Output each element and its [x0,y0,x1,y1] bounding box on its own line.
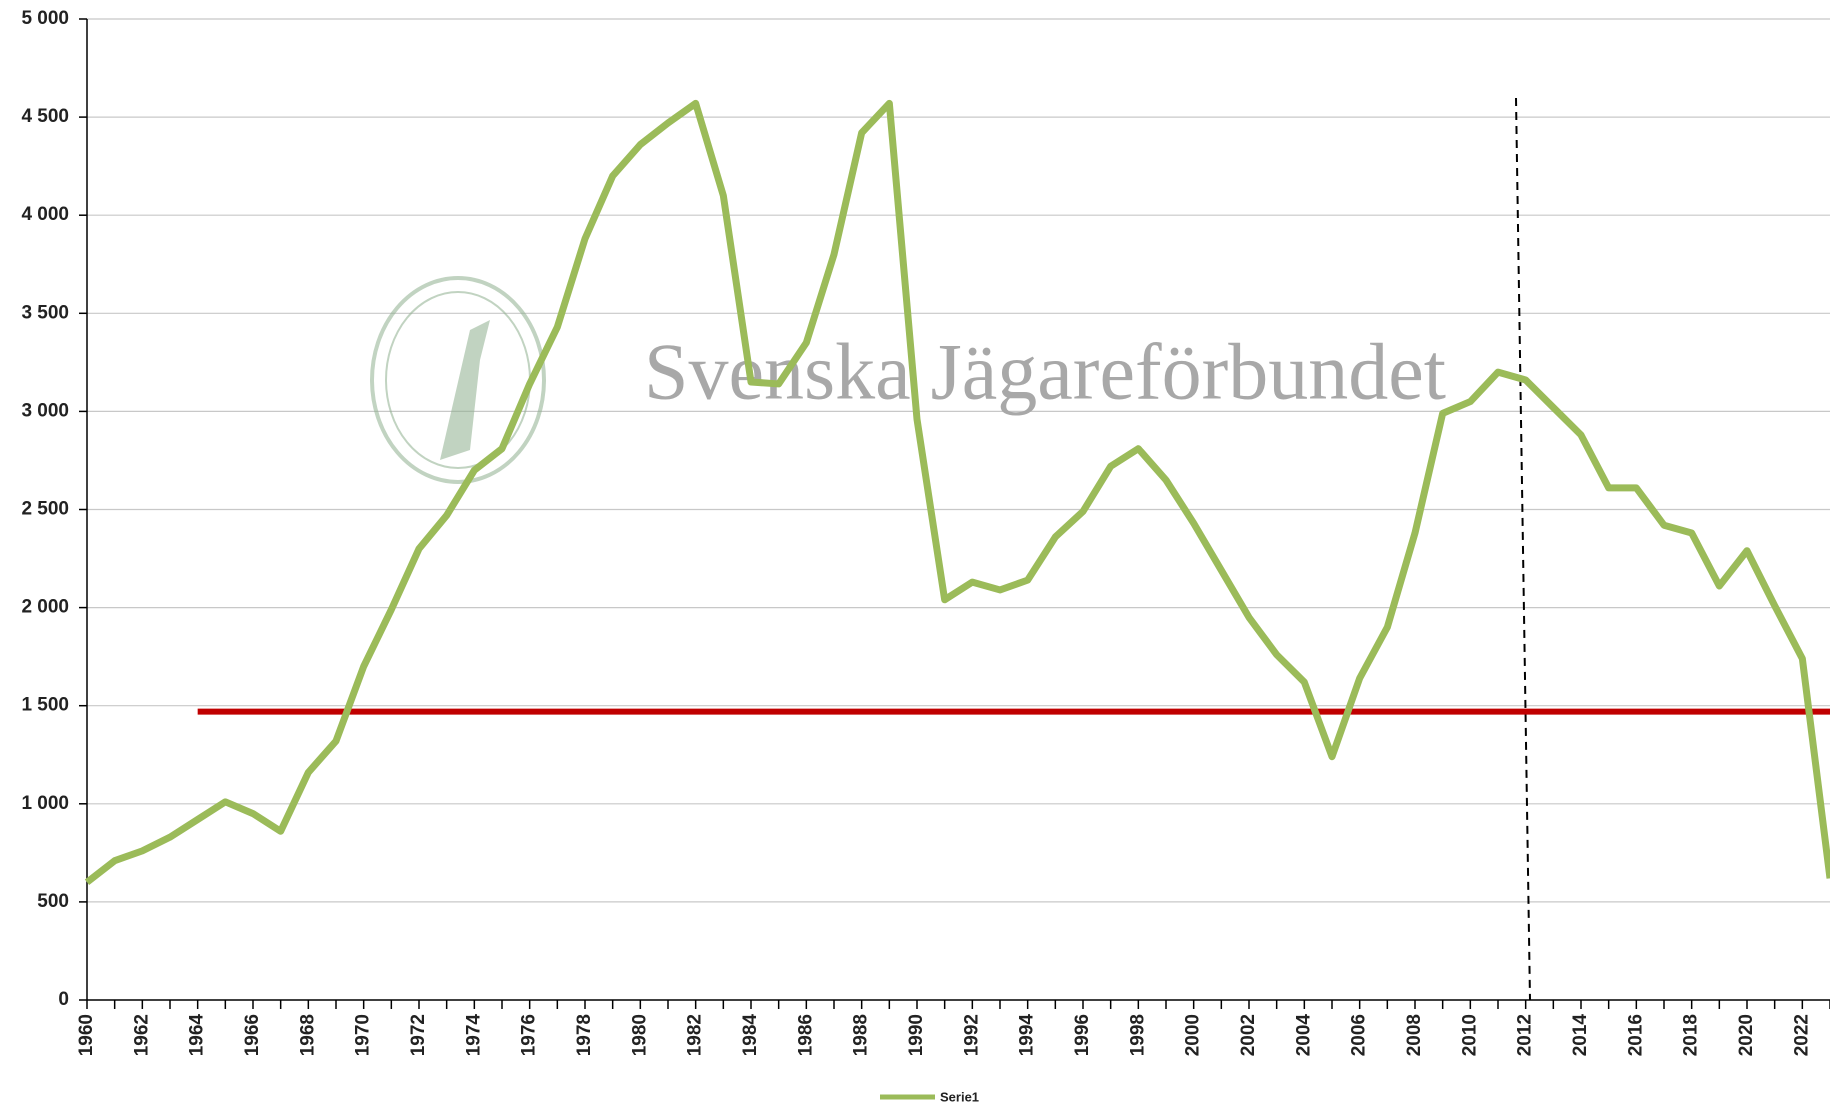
x-tick-label: 2016 [1625,1014,1646,1056]
x-tick-label: 2012 [1515,1014,1536,1056]
watermark: Svenska Jägareförbundet [644,328,1446,416]
x-tick-label: 1964 [187,1014,208,1057]
x-tick-label: 1986 [795,1014,816,1056]
x-tick-label: 2000 [1183,1014,1204,1056]
x-tick-label: 1996 [1072,1014,1093,1056]
legend-label: Serie1 [940,1089,979,1104]
x-tick-label: 2004 [1293,1014,1314,1057]
x-tick-label: 2008 [1404,1014,1425,1056]
x-tick-label: 2010 [1459,1014,1480,1056]
x-tick-label: 1984 [740,1014,761,1057]
x-tick-label: 2014 [1570,1014,1591,1057]
x-tick-label: 1974 [463,1014,484,1057]
y-tick-label: 4 000 [21,204,69,225]
y-tick-label: 0 [58,989,69,1010]
x-tick-label: 2002 [1238,1014,1259,1056]
data-line [84,99,1830,886]
y-tick-label: 2 000 [21,597,69,618]
x-tick-label: 1980 [629,1014,650,1056]
logo [370,276,546,484]
y-tick-label: 2 500 [21,499,69,520]
x-tick-label: 2006 [1349,1014,1370,1056]
x-tick-label: 1990 [906,1014,927,1056]
x-tick-label: 1994 [1017,1014,1038,1057]
x-tick-label: 1966 [242,1014,263,1056]
y-tick-label: 500 [37,891,69,912]
x-tick-label: 1976 [519,1014,540,1056]
x-tick-label: 1998 [1127,1014,1148,1056]
y-tick-label: 4 500 [21,106,69,127]
x-tick-label: 1962 [131,1014,152,1056]
x-tick-label: 2018 [1681,1014,1702,1056]
y-tick-label: 3 500 [21,302,69,323]
x-tick-label: 2020 [1736,1014,1757,1056]
x-tick-label: 1972 [408,1014,429,1056]
x-tick-label: 1970 [353,1014,374,1056]
legend: Serie1 [880,1089,979,1104]
x-tick-label: 1992 [961,1014,982,1056]
y-tick-label: 5 000 [21,8,69,29]
x-tick-label: 1960 [76,1014,97,1056]
y-tick-label: 1 000 [21,793,69,814]
x-tick-label: 1968 [297,1014,318,1056]
y-tick-label: 3 000 [21,400,69,421]
x-tick-label: 2022 [1791,1014,1812,1056]
x-tick-label: 1982 [685,1014,706,1056]
x-tick-label: 1978 [574,1014,595,1056]
x-tick-label: 1988 [851,1014,872,1056]
divider-line [1515,97,1531,1001]
y-tick-label: 1 500 [21,695,69,716]
